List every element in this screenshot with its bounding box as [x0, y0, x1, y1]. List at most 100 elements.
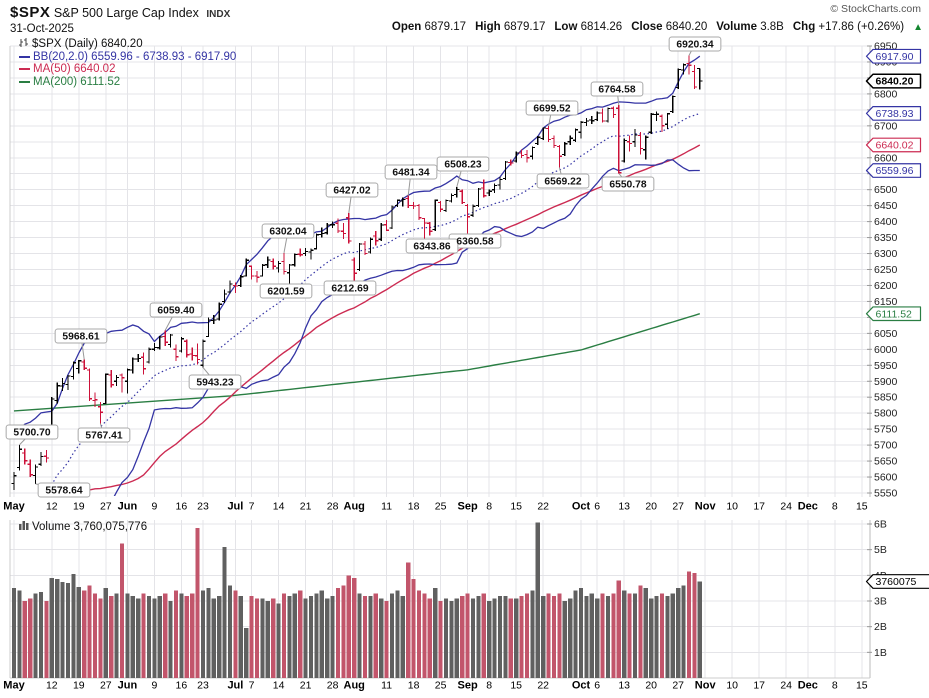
- svg-text:6: 6: [594, 501, 600, 513]
- svg-text:27: 27: [100, 680, 112, 692]
- svg-text:14: 14: [273, 680, 285, 692]
- svg-text:12: 12: [46, 680, 58, 692]
- svg-text:5700: 5700: [874, 440, 898, 452]
- svg-text:19: 19: [73, 680, 85, 692]
- svg-text:27: 27: [672, 501, 684, 513]
- svg-text:6699.52: 6699.52: [533, 104, 570, 115]
- quote-close: Close 6840.20: [631, 21, 708, 33]
- svg-text:Jul: Jul: [227, 680, 243, 692]
- quote-volume: Volume 3.8B: [716, 21, 784, 33]
- svg-text:21: 21: [300, 680, 312, 692]
- svg-text:5578.64: 5578.64: [45, 486, 82, 497]
- svg-text:6250: 6250: [874, 264, 898, 276]
- svg-text:24: 24: [780, 680, 792, 692]
- svg-text:6640.02: 6640.02: [876, 140, 914, 152]
- svg-text:19: 19: [73, 501, 85, 513]
- svg-text:Dec: Dec: [798, 680, 818, 692]
- svg-text:8: 8: [486, 501, 492, 513]
- svg-text:Oct: Oct: [572, 501, 591, 513]
- svg-text:12: 12: [46, 501, 58, 513]
- svg-text:15: 15: [856, 680, 868, 692]
- svg-text:21: 21: [300, 501, 312, 513]
- ohlc-quote-row: Open 6879.17 High 6879.17 Low 6814.26 Cl…: [392, 21, 923, 33]
- svg-text:13: 13: [618, 501, 630, 513]
- svg-text:6111.52: 6111.52: [876, 308, 913, 320]
- svg-text:8: 8: [486, 680, 492, 692]
- svg-text:6840.20: 6840.20: [876, 76, 914, 88]
- ma200-line-swatch-icon: [19, 80, 30, 83]
- legend-main: $SPX (Daily) 6840.20: [19, 37, 236, 52]
- svg-text:23: 23: [197, 680, 209, 692]
- change-up-icon: ▲: [913, 21, 923, 33]
- chart-date: 31-Oct-2025: [10, 23, 74, 35]
- svg-text:6550.78: 6550.78: [609, 180, 646, 191]
- svg-text:9: 9: [151, 680, 157, 692]
- svg-text:6350: 6350: [874, 232, 898, 244]
- svg-text:6B: 6B: [874, 519, 887, 531]
- svg-text:5767.41: 5767.41: [85, 431, 122, 442]
- svg-text:Aug: Aug: [344, 501, 365, 513]
- svg-text:5B: 5B: [874, 544, 887, 556]
- legend-ma50: MA(50) 6640.02: [19, 63, 236, 76]
- svg-text:6300: 6300: [874, 248, 898, 260]
- svg-text:Jul: Jul: [227, 501, 243, 513]
- ohlc-bars-icon: [19, 37, 29, 52]
- svg-text:5943.23: 5943.23: [196, 378, 233, 389]
- svg-text:May: May: [3, 680, 25, 692]
- svg-text:16: 16: [176, 501, 188, 513]
- svg-text:6569.22: 6569.22: [544, 177, 581, 188]
- svg-text:6450: 6450: [874, 200, 898, 212]
- legend-main-label: $SPX (Daily) 6840.20: [32, 38, 143, 50]
- svg-text:8: 8: [832, 501, 838, 513]
- svg-text:6: 6: [594, 680, 600, 692]
- svg-text:23: 23: [197, 501, 209, 513]
- svg-text:7: 7: [249, 501, 255, 513]
- svg-text:5968.61: 5968.61: [62, 332, 99, 343]
- svg-text:1B: 1B: [874, 647, 887, 659]
- svg-text:Nov: Nov: [695, 680, 717, 692]
- svg-text:5850: 5850: [874, 392, 898, 404]
- chart-title: $SPX S&P 500 Large Cap Index INDX: [10, 4, 230, 21]
- legend-bb: BB(20,2.0) 6559.96 - 6738.93 - 6917.90: [19, 51, 236, 64]
- svg-text:2B: 2B: [874, 621, 887, 633]
- quote-low: Low 6814.26: [554, 21, 623, 33]
- svg-text:6000: 6000: [874, 344, 898, 356]
- bb-line-swatch-icon: [19, 55, 30, 58]
- svg-text:6343.86: 6343.86: [413, 242, 450, 253]
- ma50-line-swatch-icon: [19, 68, 30, 71]
- svg-text:15: 15: [856, 501, 868, 513]
- svg-text:15: 15: [510, 680, 522, 692]
- indicator-legend: $SPX (Daily) 6840.20 BB(20,2.0) 6559.96 …: [19, 37, 236, 88]
- svg-text:6700: 6700: [874, 120, 898, 132]
- svg-text:6400: 6400: [874, 216, 898, 228]
- svg-text:6559.96: 6559.96: [876, 165, 914, 177]
- svg-text:6427.02: 6427.02: [333, 186, 370, 197]
- svg-text:27: 27: [100, 501, 112, 513]
- quote-change: Chg +17.86 (+0.26%): [792, 21, 905, 33]
- svg-text:25: 25: [435, 501, 447, 513]
- svg-text:28: 28: [327, 501, 339, 513]
- quote-high: High 6879.17: [475, 21, 546, 33]
- svg-text:6800: 6800: [874, 88, 898, 100]
- symbol-name: S&P 500 Large Cap Index: [53, 6, 199, 20]
- svg-text:5550: 5550: [874, 488, 898, 500]
- legend-bb-label: BB(20,2.0) 6559.96 - 6738.93 - 6917.90: [33, 50, 237, 63]
- svg-text:8: 8: [832, 680, 838, 692]
- svg-text:3760075: 3760075: [876, 576, 917, 588]
- svg-text:6302.04: 6302.04: [269, 227, 306, 238]
- svg-text:22: 22: [537, 680, 549, 692]
- copyright: © StockCharts.com: [830, 3, 921, 15]
- svg-text:Aug: Aug: [344, 680, 365, 692]
- svg-text:Dec: Dec: [798, 501, 818, 513]
- svg-text:27: 27: [672, 680, 684, 692]
- svg-text:5700.70: 5700.70: [13, 428, 50, 439]
- svg-text:11: 11: [381, 501, 392, 513]
- svg-text:9: 9: [151, 501, 157, 513]
- svg-text:28: 28: [327, 680, 339, 692]
- legend-ma50-label: MA(50) 6640.02: [33, 63, 116, 75]
- svg-text:Jun: Jun: [118, 680, 138, 692]
- svg-text:Oct: Oct: [572, 680, 591, 692]
- svg-text:18: 18: [408, 680, 420, 692]
